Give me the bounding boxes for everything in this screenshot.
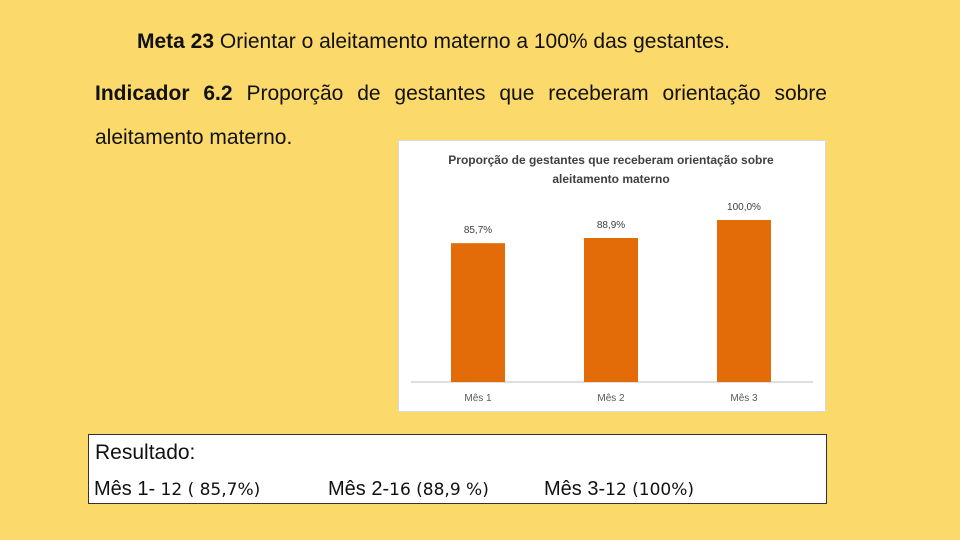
chart-title-line2: aleitamento materno	[552, 172, 669, 186]
indicator-text: Proporção de gestantes que receberam ori…	[95, 82, 827, 149]
bar-3	[717, 220, 771, 382]
bar-2	[584, 237, 638, 382]
chart-canvas: Proporção de gestantes que receberam ori…	[411, 153, 813, 404]
result-month-2-value: 16 (88,9 %)	[389, 480, 489, 500]
result-month-3: Mês 3-12 (100%)	[544, 478, 694, 501]
data-label-1: 85,7%	[464, 225, 492, 236]
data-label-2: 88,9%	[597, 220, 625, 231]
results-box: Resultado: Mês 1- 12 ( 85,7%) Mês 2-16 (…	[88, 434, 827, 504]
result-month-3-value: 12 (100%)	[605, 480, 695, 500]
result-month-1-value: 12 ( 85,7%)	[155, 480, 261, 500]
result-month-3-label: Mês 3-	[544, 478, 606, 500]
result-month-2: Mês 2-16 (88,9 %)	[328, 478, 489, 501]
data-label-3: 100,0%	[727, 202, 761, 213]
bar-group: 85,7% Mês 1 88,9% Mês 2 100,0% Mês 3	[451, 202, 771, 404]
meta-statement: Meta 23 Orientar o aleitamento materno a…	[137, 30, 837, 54]
indicator-label: Indicador 6.2	[95, 82, 233, 105]
meta-text: Orientar o aleitamento materno a 100% da…	[214, 30, 731, 53]
result-month-2-label: Mês 2-	[328, 478, 390, 500]
indicator-statement: Indicador 6.2 Proporção de gestantes que…	[95, 72, 827, 160]
result-month-1: Mês 1- 12 ( 85,7%)	[94, 478, 260, 501]
result-month-1-label: Mês 1-	[94, 478, 156, 500]
chart-title-line1: Proporção de gestantes que receberam ori…	[448, 153, 774, 167]
x-tick-label-1: Mês 1	[464, 393, 492, 404]
bar-chart: Proporção de gestantes que receberam ori…	[398, 140, 826, 412]
x-tick-label-3: Mês 3	[730, 393, 758, 404]
x-tick-label-2: Mês 2	[597, 393, 625, 404]
bar-1	[451, 243, 505, 382]
results-title: Resultado:	[95, 441, 196, 464]
meta-label: Meta 23	[137, 30, 215, 53]
